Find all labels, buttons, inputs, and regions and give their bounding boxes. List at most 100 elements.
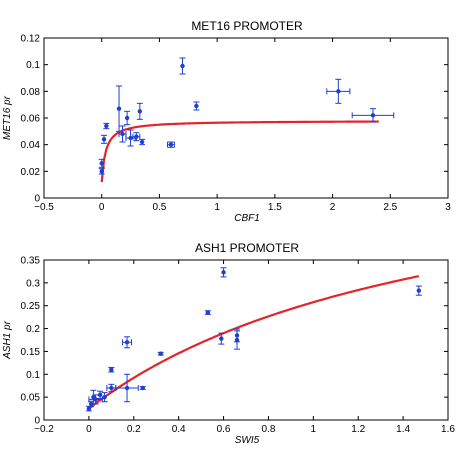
point-marker [104, 123, 109, 129]
point-marker [128, 135, 133, 141]
y-tick-label: 0.04 [21, 140, 41, 151]
data-point [101, 392, 108, 403]
point-marker [370, 113, 376, 118]
data-point [193, 101, 200, 111]
x-tick-label: 2.5 [383, 202, 397, 213]
point-marker [134, 134, 139, 139]
y-tick-label: 0.1 [26, 370, 40, 381]
chart-title: MET16 PROMOTER [191, 19, 303, 33]
data-point [132, 132, 141, 142]
point-marker [180, 63, 185, 69]
data-point [326, 78, 351, 104]
y-tick-label: 0.15 [21, 347, 41, 358]
point-marker [336, 89, 341, 94]
chart-title: ASH1 PROMOTER [195, 241, 299, 255]
x-tick-label: 1.2 [351, 424, 365, 435]
y-tick-label: 0.05 [21, 393, 41, 404]
data-point [234, 330, 241, 350]
x-tick-label: 0.5 [152, 202, 166, 213]
x-tick-label: 0.2 [127, 424, 141, 435]
y-axis-label: ASH1 pr [2, 320, 13, 359]
point-marker [124, 385, 130, 391]
x-axis-label: CBF1 [234, 213, 260, 224]
data-point [415, 285, 422, 296]
y-tick-label: 0.35 [21, 256, 41, 267]
fit-curve [100, 120, 379, 183]
point-marker [140, 385, 145, 391]
x-tick-label: 1.6 [441, 424, 455, 435]
data-point [122, 336, 133, 349]
point-marker [139, 139, 145, 145]
data-point [101, 134, 108, 144]
point-marker [234, 337, 240, 343]
point-marker [221, 270, 226, 275]
data-point [139, 138, 146, 146]
x-tick-label: 0.8 [261, 424, 275, 435]
data-point [118, 125, 127, 143]
met16-chart: MET16 PROMOTER 00.020.040.060.080.10.12 … [2, 19, 451, 224]
data-point [124, 110, 131, 126]
point-marker [219, 336, 224, 341]
data-point [351, 108, 395, 123]
x-axis-label: SWI5 [235, 435, 260, 446]
x-tick-label: 0.4 [172, 424, 186, 435]
point-marker [168, 142, 174, 147]
point-marker [158, 351, 163, 356]
plot-frame [43, 259, 449, 421]
point-marker [99, 161, 104, 166]
data-point [103, 122, 110, 130]
y-tick-label: 0.3 [26, 278, 40, 289]
data-point [167, 141, 175, 148]
ash1-chart: ASH1 PROMOTER 0 0.05 0.1 0.15 0.2 0.25 0.3 0.35… [2, 241, 455, 446]
data-point [98, 168, 105, 175]
point-marker [99, 169, 104, 174]
data-point [136, 102, 143, 120]
data-point [88, 394, 103, 405]
point-marker [137, 109, 143, 114]
point-marker [124, 340, 130, 345]
data-point [108, 366, 115, 373]
point-marker [101, 137, 107, 142]
point-marker [109, 367, 114, 372]
data-point [218, 332, 225, 345]
data-points [98, 57, 395, 175]
y-tick-label: 0.06 [21, 114, 41, 125]
x-tick-label: 0.6 [217, 424, 231, 435]
y-tick-label: 0.2 [26, 324, 40, 335]
fit-curve [88, 275, 420, 410]
y-axis-label: MET16 pr [2, 95, 13, 140]
data-point [157, 351, 164, 356]
x-tick-label: 0 [86, 424, 92, 435]
data-point [98, 158, 105, 168]
point-marker [205, 310, 211, 315]
x-ticks: −0.5 0 0.5 1 1.5 2 2.5 3 [34, 38, 451, 213]
point-marker [102, 394, 107, 400]
data-point [116, 85, 123, 132]
y-tick-label: 0.25 [21, 301, 41, 312]
x-tick-label: 1 [311, 424, 317, 435]
point-marker [124, 115, 130, 121]
data-point [220, 267, 227, 278]
x-tick-label: 1.4 [396, 424, 410, 435]
y-tick-label: 0.1 [26, 60, 40, 71]
y-tick-label: 0.12 [21, 34, 41, 45]
point-marker [97, 392, 103, 398]
x-tick-label: 1.5 [268, 202, 282, 213]
data-point [179, 57, 186, 75]
data-points [85, 267, 422, 412]
data-point [139, 385, 146, 391]
y-tick-label: 0.02 [21, 167, 41, 178]
point-marker [120, 131, 125, 137]
data-point [97, 390, 104, 400]
point-marker [86, 406, 92, 411]
y-tick-label: 0.08 [21, 87, 41, 98]
point-marker [416, 288, 422, 293]
point-marker [116, 106, 122, 111]
point-marker [93, 397, 98, 402]
x-tick-label: 0 [99, 202, 105, 213]
y-ticks: 0 0.05 0.1 0.15 0.2 0.25 0.3 0.35 [21, 256, 448, 427]
x-ticks: −0.2 0 0.2 0.4 0.6 0.8 1 1.2 1.4 1.6 [34, 260, 455, 435]
x-tick-label: 3 [445, 202, 451, 213]
point-marker [109, 385, 114, 391]
